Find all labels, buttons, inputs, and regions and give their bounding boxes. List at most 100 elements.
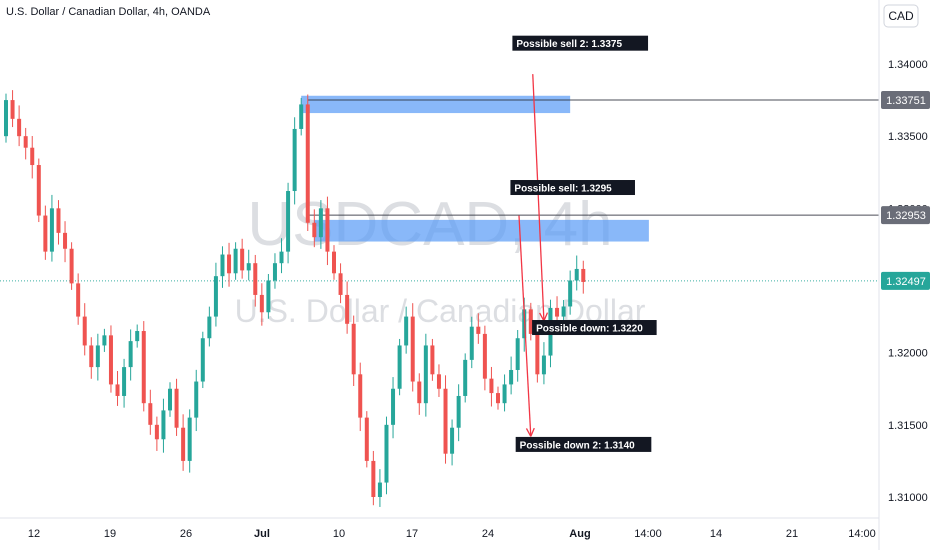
candle	[561, 299, 566, 324]
candle	[456, 384, 461, 442]
candle	[312, 209, 317, 248]
candle	[168, 382, 172, 417]
candle	[325, 196, 330, 266]
candle	[82, 303, 87, 356]
candle	[351, 315, 356, 387]
candle	[417, 373, 422, 415]
candle	[259, 283, 264, 326]
candle	[95, 333, 100, 381]
x-tick-label: 14:00	[848, 528, 876, 540]
candle	[305, 94, 310, 231]
supply-zone	[301, 95, 571, 114]
candle	[181, 414, 186, 471]
x-tick-label: Aug	[569, 528, 590, 540]
price-axis[interactable]: 1.340001.335001.330001.325001.320001.315…	[881, 59, 930, 504]
candle	[200, 331, 205, 389]
candle	[377, 469, 382, 507]
candle	[266, 274, 271, 319]
x-tick-label: 24	[482, 528, 494, 540]
candle	[194, 369, 199, 432]
candle	[76, 273, 81, 325]
time-axis[interactable]: 12 19 26 Jul 10 17 24 Aug 14:00 14 21 14:00	[28, 528, 876, 540]
level-lines	[0, 99, 879, 282]
candle	[56, 200, 61, 245]
annotation-label[interactable]: Possible sell: 1.3295	[510, 180, 635, 196]
candle	[581, 260, 586, 294]
candle	[233, 242, 238, 280]
annotation-label[interactable]: Possible sell 2: 1.3375	[512, 35, 649, 51]
candle	[371, 450, 376, 506]
candle	[332, 245, 336, 280]
annotation-label[interactable]: Possible down 2: 1.3140	[515, 436, 652, 452]
price-tag-label: 1.32953	[886, 210, 926, 222]
y-tick-label: 1.31500	[888, 420, 928, 432]
price-tag-label: 1.32497	[886, 276, 926, 288]
candle	[115, 370, 120, 406]
supply-zone	[314, 219, 649, 242]
candle	[358, 362, 363, 432]
candle	[187, 409, 192, 473]
candle	[154, 416, 159, 451]
annotation-label[interactable]: Possible down: 1.3220	[532, 320, 657, 336]
y-tick-label: 1.32000	[888, 348, 928, 360]
candle	[568, 270, 573, 315]
candle	[397, 338, 402, 396]
candle	[384, 416, 389, 495]
candle	[509, 356, 514, 395]
candle	[108, 325, 113, 393]
price-tag-label: 1.33751	[886, 95, 926, 107]
candle	[69, 242, 74, 290]
candle	[423, 333, 428, 417]
candle	[292, 117, 297, 205]
level-price-tag	[881, 206, 930, 225]
candle	[253, 254, 258, 307]
x-tick-label: 19	[104, 528, 116, 540]
candle	[299, 97, 304, 136]
candle	[207, 306, 212, 347]
currency-button[interactable]: CAD	[883, 4, 919, 28]
candle	[148, 389, 153, 435]
candle	[128, 329, 133, 381]
level-price-tag	[881, 90, 930, 109]
x-tick-label: 26	[180, 528, 192, 540]
x-tick-label: 12	[28, 528, 40, 540]
candle	[141, 321, 146, 412]
candle	[10, 90, 15, 128]
annotation-text: Possible sell 2: 1.3375	[516, 39, 622, 50]
candle	[502, 374, 507, 412]
candle	[528, 302, 533, 341]
candle	[220, 246, 225, 288]
candle	[443, 375, 448, 464]
candle	[515, 330, 520, 382]
candle	[364, 411, 369, 468]
candle	[246, 249, 251, 281]
y-tick-label: 1.31000	[888, 492, 928, 504]
x-tick-label: 17	[406, 528, 418, 540]
candle	[450, 419, 455, 466]
candle	[36, 158, 41, 223]
x-tick-label: 14	[710, 528, 722, 540]
x-tick-label: 14:00	[634, 528, 662, 540]
x-tick-label: 10	[333, 528, 345, 540]
candle	[469, 316, 474, 369]
candle	[135, 324, 140, 348]
candle	[430, 338, 435, 381]
annotation-text: Possible down: 1.3220	[536, 324, 643, 335]
symbol-header: U.S. Dollar / Canadian Dollar, 4h, OANDA	[6, 6, 211, 18]
y-tick-label: 1.34000	[888, 59, 928, 71]
candle	[63, 221, 68, 263]
candle	[489, 366, 494, 407]
y-tick-label: 1.33500	[888, 131, 928, 143]
candle	[213, 262, 218, 327]
candle	[279, 238, 284, 274]
currency-label: CAD	[888, 9, 914, 23]
candle	[4, 93, 8, 143]
candle	[391, 377, 396, 439]
candle	[23, 127, 28, 160]
candle	[410, 303, 415, 392]
candle	[272, 253, 277, 289]
candle	[463, 353, 468, 403]
candle	[17, 105, 22, 147]
candle	[318, 200, 323, 249]
